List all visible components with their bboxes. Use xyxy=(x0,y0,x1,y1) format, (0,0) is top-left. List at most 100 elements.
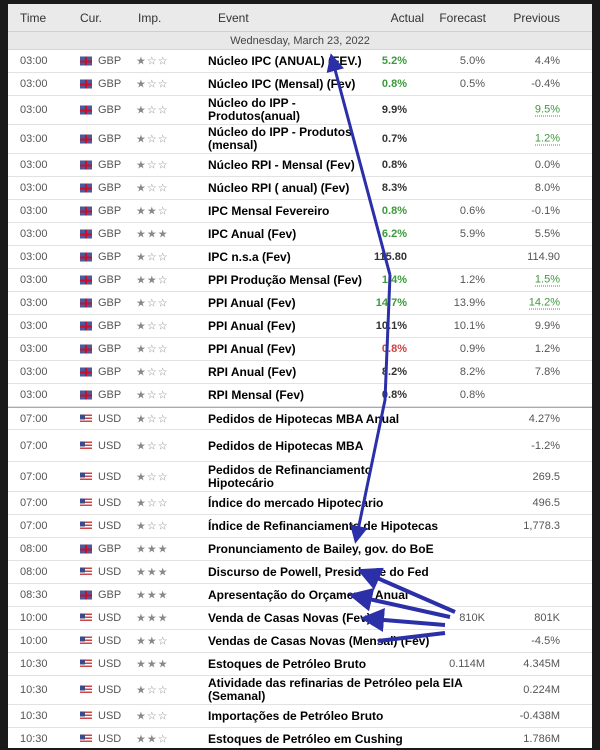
event-name[interactable]: Vendas de Casas Novas (Mensal) (Fev) xyxy=(208,634,430,648)
uk-flag-icon xyxy=(80,79,92,89)
event-name[interactable]: Pedidos de Hipotecas MBA Anual xyxy=(208,411,400,426)
table-row[interactable]: 03:00 GBP ★★☆ IPC Mensal Fevereiro 0.8% … xyxy=(8,200,592,223)
us-flag-icon xyxy=(80,521,92,531)
previous-value: 9.9% xyxy=(534,320,560,332)
economic-calendar: Time Cur. Imp. Event Actual Forecast Pre… xyxy=(8,4,592,748)
table-row[interactable]: 03:00 GBP ★★☆ PPI Produção Mensal (Fev) … xyxy=(8,269,592,292)
event-time: 03:00 xyxy=(20,274,48,286)
importance-stars-icon: ★☆☆ xyxy=(136,389,169,402)
table-row[interactable]: 03:00 GBP ★★★ IPC Anual (Fev) 6.2% 5.9% … xyxy=(8,223,592,246)
event-name[interactable]: Núcleo do IPP - Produtos(anual) xyxy=(208,96,300,123)
col-previous[interactable]: Previous xyxy=(513,10,560,25)
table-row[interactable]: 03:00 GBP ★☆☆ Núcleo IPC (Mensal) (Fev) … xyxy=(8,73,592,96)
event-name[interactable]: Importações de Petróleo Bruto xyxy=(208,709,384,723)
event-name[interactable]: IPC Anual (Fev) xyxy=(208,227,297,241)
table-row[interactable]: 10:30 USD ★★☆ Estoques de Petróleo em Cu… xyxy=(8,728,592,748)
table-row[interactable]: 07:00 USD ★☆☆ Índice de Refinanciamento … xyxy=(8,515,592,538)
event-name[interactable]: Pronunciamento de Bailey, gov. do BoE xyxy=(208,542,434,556)
table-row[interactable]: 07:00 USD ★☆☆ Índice do mercado Hipotecá… xyxy=(8,492,592,515)
previous-value: 4.4% xyxy=(534,55,560,67)
event-name[interactable]: IPC Mensal Fevereiro xyxy=(208,204,330,218)
currency: GBP xyxy=(98,320,122,332)
table-row[interactable]: 08:00 GBP ★★★ Pronunciamento de Bailey, … xyxy=(8,538,592,561)
event-name[interactable]: Núcleo IPC (ANUAL) (FEV.) xyxy=(208,54,362,68)
previous-value: 7.8% xyxy=(534,366,560,378)
table-row[interactable]: 10:30 USD ★★★ Estoques de Petróleo Bruto… xyxy=(8,653,592,676)
table-row[interactable]: 03:00 GBP ★☆☆ PPI Anual (Fev) 10.1% 10.1… xyxy=(8,315,592,338)
currency: USD xyxy=(98,612,122,624)
col-time[interactable]: Time xyxy=(20,10,47,25)
currency: USD xyxy=(98,566,122,578)
actual-value: 0.8% xyxy=(381,389,407,401)
table-row[interactable]: 03:00 GBP ★☆☆ RPI Mensal (Fev) 0.8% 0.8% xyxy=(8,384,592,407)
previous-value[interactable]: 1.2% xyxy=(534,132,560,146)
event-time: 07:00 xyxy=(20,412,48,425)
event-name[interactable]: PPI Anual (Fev) xyxy=(208,319,296,333)
currency: USD xyxy=(98,520,122,532)
event-name[interactable]: Estoques de Petróleo Bruto xyxy=(208,657,367,671)
forecast-value: 0.6% xyxy=(459,205,485,217)
table-row[interactable]: 03:00 GBP ★☆☆ Núcleo RPI - Mensal (Fev) … xyxy=(8,154,592,177)
event-name[interactable]: PPI Anual (Fev) xyxy=(208,342,296,356)
table-row[interactable]: 03:00 GBP ★☆☆ PPI Anual (Fev) 14.7% 13.9… xyxy=(8,292,592,315)
uk-flag-icon xyxy=(80,229,92,239)
table-row[interactable]: 07:00 USD ★☆☆ Pedidos de Refinanciamento… xyxy=(8,462,592,492)
currency: GBP xyxy=(98,589,122,601)
event-name[interactable]: PPI Anual (Fev) xyxy=(208,296,296,310)
event-name[interactable]: Discurso de Powell, Presidente do Fed xyxy=(208,565,429,579)
table-row[interactable]: 10:00 USD ★★☆ Vendas de Casas Novas (Men… xyxy=(8,630,592,653)
previous-value[interactable]: 14.2% xyxy=(528,296,560,310)
uk-flag-icon xyxy=(80,206,92,216)
col-forecast[interactable]: Forecast xyxy=(439,10,486,25)
table-row[interactable]: 08:00 USD ★★★ Discurso de Powell, Presid… xyxy=(8,561,592,584)
col-actual[interactable]: Actual xyxy=(390,10,424,25)
event-name[interactable]: Índice de Refinanciamento de Hipotecas xyxy=(208,519,439,533)
importance-stars-icon: ★☆☆ xyxy=(136,710,169,723)
table-row[interactable]: 03:00 GBP ★☆☆ Núcleo do IPP - Produtos(a… xyxy=(8,96,592,125)
currency: GBP xyxy=(98,543,122,555)
table-row[interactable]: 07:00 USD ★☆☆ Pedidos de Hipotecas MBA -… xyxy=(8,430,592,462)
col-cur[interactable]: Cur. xyxy=(80,10,103,25)
event-name[interactable]: PPI Produção Mensal (Fev) xyxy=(208,273,363,287)
actual-value: 8.3% xyxy=(381,182,407,194)
event-name[interactable]: Núcleo IPC (Mensal) (Fev) xyxy=(208,77,356,91)
event-name[interactable]: Venda de Casas Novas (Fev) xyxy=(208,611,371,625)
event-name[interactable]: Pedidos de Hipotecas MBA xyxy=(208,438,364,453)
table-row[interactable]: 10:30 USD ★☆☆ Importações de Petróleo Br… xyxy=(8,705,592,728)
event-name[interactable]: Estoques de Petróleo em Cushing xyxy=(208,732,403,746)
currency: USD xyxy=(98,470,122,483)
col-imp[interactable]: Imp. xyxy=(138,10,162,25)
uk-flag-icon xyxy=(80,275,92,285)
event-name[interactable]: Apresentação do Orçamento Anual xyxy=(208,588,409,602)
forecast-value: 5.0% xyxy=(459,55,485,67)
event-name[interactable]: Núcleo RPI - Mensal (Fev) xyxy=(208,158,355,172)
event-name[interactable]: Pedidos de Refinanciamento Hipotecário xyxy=(208,462,373,490)
table-row[interactable]: 08:30 GBP ★★★ Apresentação do Orçamento … xyxy=(8,584,592,607)
us-flag-icon xyxy=(80,685,92,695)
previous-value[interactable]: 9.5% xyxy=(534,103,560,117)
event-name[interactable]: IPC n.s.a (Fev) xyxy=(208,250,291,264)
importance-stars-icon: ★★☆ xyxy=(136,205,169,218)
table-row[interactable]: 07:00 USD ★☆☆ Pedidos de Hipotecas MBA A… xyxy=(8,407,592,430)
event-name[interactable]: Índice do mercado Hipotecário xyxy=(208,496,384,510)
table-row[interactable]: 03:00 GBP ★☆☆ PPI Anual (Fev) 0.8% 0.9% … xyxy=(8,338,592,361)
table-row[interactable]: 03:00 GBP ★☆☆ IPC n.s.a (Fev) 115.80 114… xyxy=(8,246,592,269)
col-event[interactable]: Event xyxy=(218,10,249,25)
event-name[interactable]: RPI Mensal (Fev) xyxy=(208,388,305,402)
uk-flag-icon xyxy=(80,544,92,554)
previous-value[interactable]: 1.5% xyxy=(534,273,560,287)
table-row[interactable]: 03:00 GBP ★☆☆ RPI Anual (Fev) 8.2% 8.2% … xyxy=(8,361,592,384)
us-flag-icon xyxy=(80,441,92,450)
table-row[interactable]: 10:00 USD ★★★ Venda de Casas Novas (Fev)… xyxy=(8,607,592,630)
table-row[interactable]: 03:00 GBP ★☆☆ Núcleo RPI ( anual) (Fev) … xyxy=(8,177,592,200)
table-row[interactable]: 10:30 USD ★☆☆ Atividade das refinarias d… xyxy=(8,676,592,705)
previous-value: 0.0% xyxy=(534,159,560,171)
event-name[interactable]: Atividade das refinarias de Petróleo pel… xyxy=(208,676,463,703)
table-row[interactable]: 03:00 GBP ★☆☆ Núcleo do IPP - Produtos (… xyxy=(8,125,592,154)
event-name[interactable]: Núcleo RPI ( anual) (Fev) xyxy=(208,181,350,195)
event-name[interactable]: Núcleo do IPP - Produtos (mensal) xyxy=(208,125,352,152)
importance-stars-icon: ★☆☆ xyxy=(136,684,169,697)
table-row[interactable]: 03:00 GBP ★☆☆ Núcleo IPC (ANUAL) (FEV.) … xyxy=(8,50,592,73)
event-name[interactable]: RPI Anual (Fev) xyxy=(208,365,297,379)
currency: GBP xyxy=(98,182,122,194)
